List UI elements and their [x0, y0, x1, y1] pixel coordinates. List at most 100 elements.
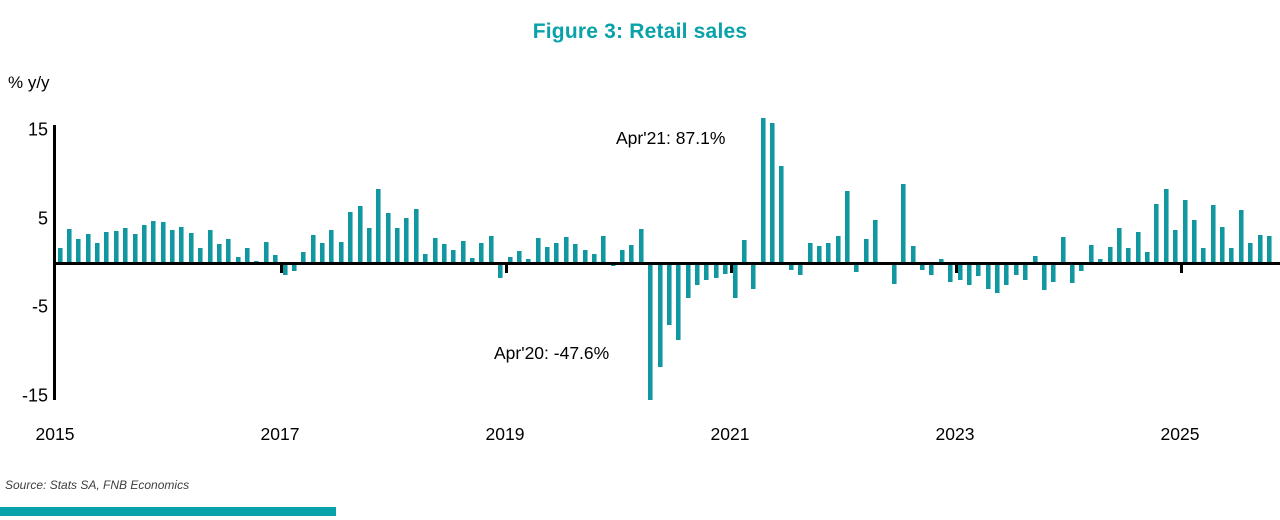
bar — [901, 184, 907, 263]
bar — [1116, 227, 1122, 263]
x-axis-year-label: 2019 — [485, 424, 525, 444]
bar — [713, 263, 719, 279]
bar — [85, 233, 91, 263]
bar — [535, 238, 541, 263]
x-axis-year-tick — [955, 263, 958, 273]
bar — [1079, 263, 1085, 271]
bar — [788, 263, 794, 271]
bar — [779, 166, 785, 263]
bar — [441, 244, 447, 263]
bar — [929, 263, 935, 276]
y-axis-tick-label: 5 — [37, 208, 48, 229]
bar — [1051, 263, 1057, 282]
bar — [1107, 247, 1113, 263]
bar — [216, 244, 222, 263]
bar — [460, 240, 466, 263]
bar — [1060, 237, 1066, 263]
bar — [123, 227, 129, 263]
bar — [573, 244, 579, 263]
x-axis-year-label: 2025 — [1160, 424, 1200, 444]
bar — [188, 232, 194, 263]
bar — [554, 243, 560, 263]
bar — [170, 230, 175, 263]
bar — [629, 245, 635, 263]
bar — [423, 254, 429, 263]
bar — [1032, 255, 1038, 263]
bar — [854, 263, 860, 272]
bar — [507, 256, 513, 263]
bar — [366, 227, 372, 263]
bar — [207, 230, 213, 263]
bar — [273, 255, 279, 263]
bar — [920, 263, 925, 271]
bar — [1257, 234, 1263, 263]
bar — [873, 220, 879, 263]
bar — [798, 263, 804, 275]
bar — [226, 239, 232, 263]
bar — [620, 249, 625, 263]
bar — [376, 189, 382, 263]
bar — [432, 238, 438, 263]
bar — [404, 217, 410, 263]
annotation-apr-2020: Apr'20: -47.6% — [494, 343, 610, 363]
bar — [676, 263, 682, 341]
bar — [563, 237, 569, 263]
source-note: Source: Stats SA, FNB Economics — [5, 478, 190, 492]
bar — [498, 263, 504, 279]
bar — [320, 242, 325, 263]
bar — [826, 243, 832, 263]
bar — [545, 247, 550, 263]
bar — [66, 229, 72, 263]
bar — [479, 243, 485, 263]
bar — [1135, 231, 1141, 263]
bar — [1182, 200, 1188, 263]
figure-title: Figure 3: Retail sales — [532, 20, 748, 43]
bar — [76, 239, 82, 263]
bar — [245, 247, 250, 263]
bar — [113, 231, 119, 263]
bar — [132, 233, 138, 263]
bar — [741, 239, 747, 263]
bar — [704, 263, 710, 280]
bar — [751, 263, 757, 289]
bar — [695, 263, 700, 286]
bar — [329, 230, 335, 263]
bar — [282, 263, 288, 276]
bar — [938, 259, 944, 263]
bar — [357, 206, 363, 263]
bar — [526, 258, 532, 263]
bar — [1126, 247, 1132, 263]
bar — [835, 235, 841, 263]
bar — [1210, 205, 1216, 263]
plot-area — [55, 117, 1280, 401]
bar — [95, 243, 100, 263]
bar — [910, 246, 916, 263]
bar — [1238, 209, 1244, 263]
bar — [985, 263, 991, 289]
bar — [1163, 189, 1169, 263]
bar — [235, 256, 241, 263]
bar — [685, 263, 691, 299]
bar — [1229, 247, 1235, 263]
x-axis-year-label: 2015 — [35, 424, 75, 444]
y-axis-tick-label: -5 — [31, 296, 48, 317]
x-axis-year-label: 2017 — [260, 424, 300, 444]
bar — [395, 227, 400, 263]
bar — [488, 236, 494, 263]
bar — [338, 241, 344, 263]
bar — [310, 234, 316, 263]
bar — [301, 252, 307, 263]
bar — [1154, 204, 1160, 263]
bar — [104, 231, 110, 263]
bar — [1041, 263, 1047, 290]
bar — [413, 208, 419, 263]
bar — [966, 263, 972, 286]
bar — [948, 263, 954, 282]
x-axis-year-tick — [1180, 263, 1183, 273]
y-axis-tick-label: 15 — [27, 119, 48, 140]
bar — [1013, 263, 1019, 276]
bar — [1173, 230, 1179, 263]
bar — [1098, 258, 1104, 263]
bar — [657, 263, 663, 367]
